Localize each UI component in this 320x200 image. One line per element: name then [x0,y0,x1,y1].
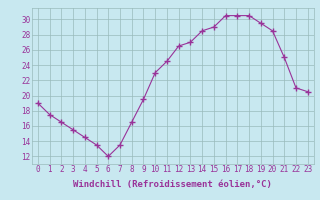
X-axis label: Windchill (Refroidissement éolien,°C): Windchill (Refroidissement éolien,°C) [73,180,272,189]
